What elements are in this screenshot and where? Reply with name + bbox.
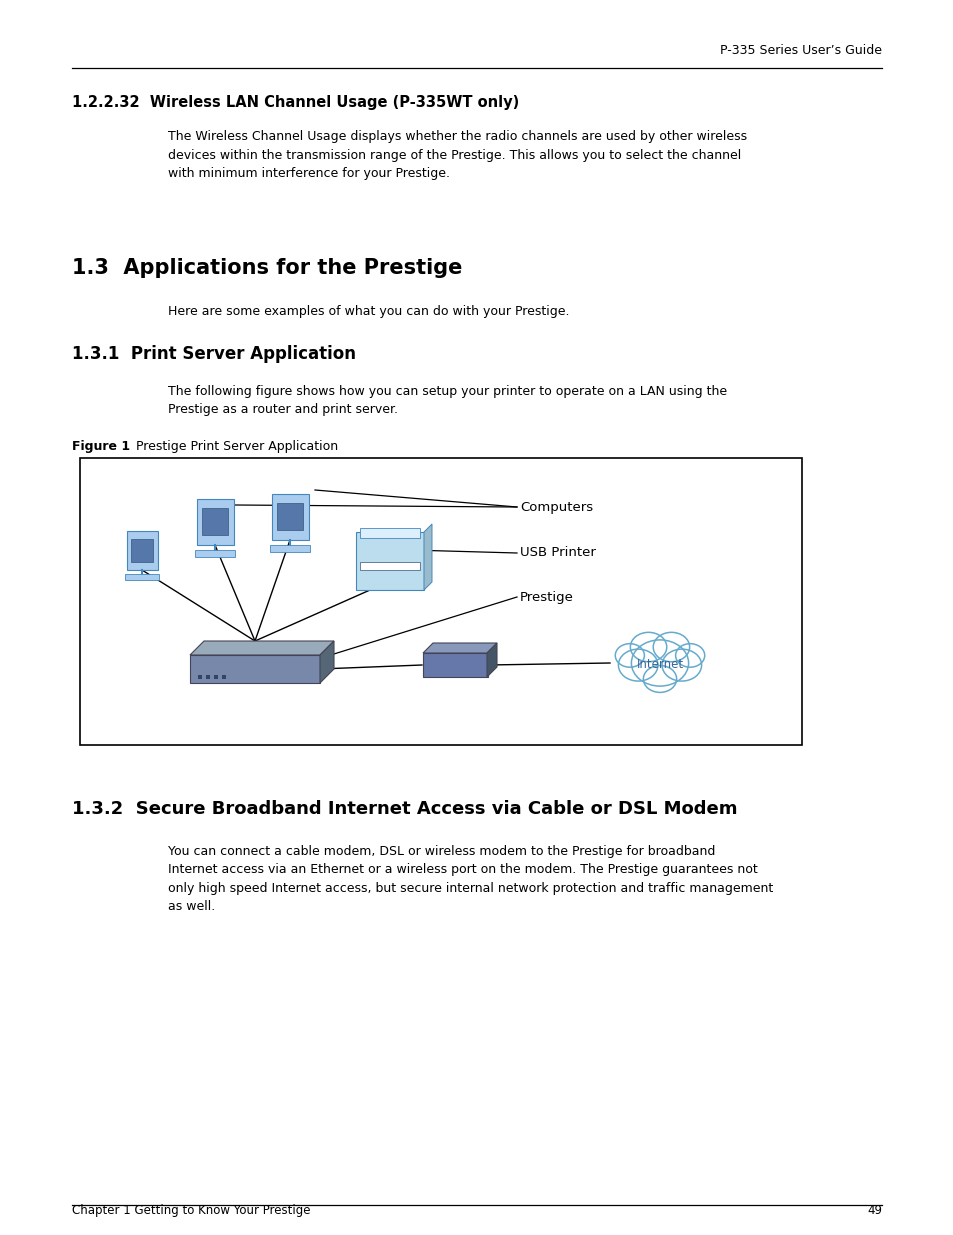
- Text: 1.3  Applications for the Prestige: 1.3 Applications for the Prestige: [71, 258, 462, 278]
- FancyBboxPatch shape: [202, 508, 228, 535]
- Polygon shape: [190, 641, 334, 655]
- Text: 1.2.2.32  Wireless LAN Channel Usage (P-335WT only): 1.2.2.32 Wireless LAN Channel Usage (P-3…: [71, 95, 518, 110]
- FancyBboxPatch shape: [270, 545, 310, 552]
- FancyBboxPatch shape: [276, 503, 303, 530]
- FancyBboxPatch shape: [359, 562, 419, 571]
- FancyBboxPatch shape: [127, 531, 158, 571]
- FancyBboxPatch shape: [125, 574, 159, 580]
- Bar: [198, 676, 202, 679]
- Polygon shape: [486, 643, 497, 677]
- Text: The following figure shows how you can setup your printer to operate on a LAN us: The following figure shows how you can s…: [168, 385, 726, 416]
- Bar: [222, 676, 226, 679]
- FancyBboxPatch shape: [190, 655, 319, 683]
- Ellipse shape: [618, 650, 658, 680]
- Text: Chapter 1 Getting to Know Your Prestige: Chapter 1 Getting to Know Your Prestige: [71, 1204, 310, 1216]
- FancyBboxPatch shape: [355, 532, 423, 590]
- Text: 1.3.1  Print Server Application: 1.3.1 Print Server Application: [71, 345, 355, 363]
- Text: Internet: Internet: [636, 658, 683, 672]
- Ellipse shape: [642, 666, 676, 693]
- Text: Here are some examples of what you can do with your Prestige.: Here are some examples of what you can d…: [168, 305, 569, 317]
- Text: Computers: Computers: [519, 500, 593, 514]
- Bar: [213, 676, 218, 679]
- Text: 1.3.2  Secure Broadband Internet Access via Cable or DSL Modem: 1.3.2 Secure Broadband Internet Access v…: [71, 800, 737, 818]
- Text: Prestige: Prestige: [519, 590, 574, 604]
- Ellipse shape: [653, 632, 689, 662]
- Bar: [206, 676, 210, 679]
- FancyBboxPatch shape: [194, 550, 234, 557]
- Text: 49: 49: [866, 1204, 882, 1216]
- FancyBboxPatch shape: [131, 538, 152, 562]
- Text: P-335 Series User’s Guide: P-335 Series User’s Guide: [720, 44, 882, 57]
- Text: Prestige Print Server Application: Prestige Print Server Application: [124, 440, 337, 453]
- Ellipse shape: [661, 650, 700, 680]
- Bar: [80, 458, 801, 745]
- FancyBboxPatch shape: [422, 653, 488, 677]
- Text: USB Printer: USB Printer: [519, 547, 596, 559]
- FancyBboxPatch shape: [272, 494, 309, 540]
- Ellipse shape: [631, 640, 688, 687]
- Polygon shape: [423, 524, 432, 590]
- Text: You can connect a cable modem, DSL or wireless modem to the Prestige for broadba: You can connect a cable modem, DSL or wi…: [168, 845, 773, 914]
- Polygon shape: [422, 643, 497, 653]
- Ellipse shape: [675, 643, 704, 667]
- Text: Figure 1: Figure 1: [71, 440, 130, 453]
- FancyBboxPatch shape: [359, 529, 419, 538]
- Ellipse shape: [630, 632, 666, 662]
- FancyBboxPatch shape: [196, 499, 233, 545]
- Text: The Wireless Channel Usage displays whether the radio channels are used by other: The Wireless Channel Usage displays whet…: [168, 130, 746, 180]
- Ellipse shape: [615, 643, 643, 667]
- Polygon shape: [319, 641, 334, 683]
